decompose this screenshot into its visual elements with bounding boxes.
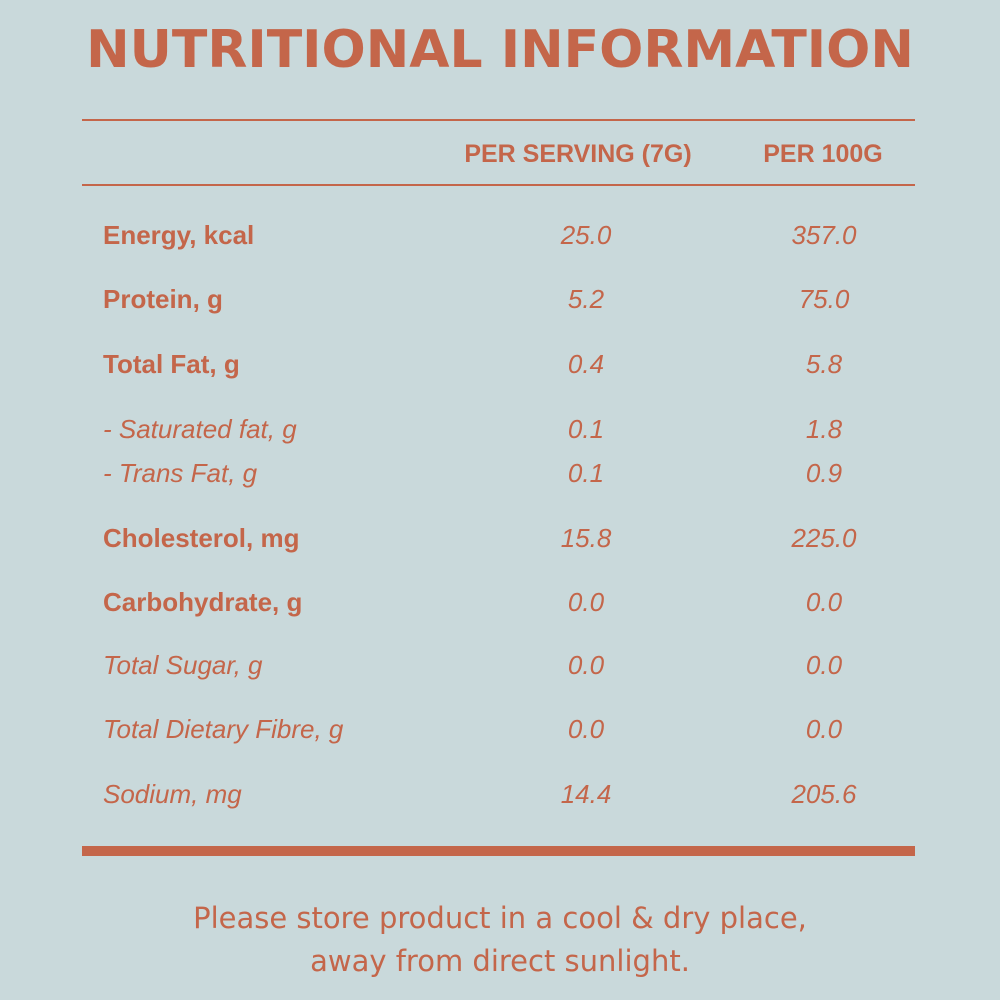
- header-divider-rule: [82, 184, 915, 186]
- nutrient-label: Total Dietary Fibre, g: [103, 714, 344, 744]
- nutrient-label: Sodium, mg: [103, 779, 242, 809]
- per-100g-value: 75.0: [798, 284, 850, 314]
- nutrient-label: Cholesterol, mg: [103, 523, 300, 553]
- table-row: - Saturated fat, g 0.1 1.8: [0, 411, 1000, 447]
- per-100g-value: 357.0: [791, 220, 857, 250]
- per-100g-value: 5.8: [805, 349, 843, 379]
- nutrient-label: Energy, kcal: [103, 220, 255, 250]
- table-row: Total Dietary Fibre, g 0.0 0.0: [0, 711, 1000, 747]
- table-row: Cholesterol, mg 15.8 225.0: [0, 520, 1000, 556]
- table-row: - Trans Fat, g 0.1 0.9: [0, 455, 1000, 491]
- per-serving-value: 0.4: [567, 349, 605, 379]
- per-serving-value: 0.0: [567, 587, 605, 617]
- per-100g-value: 0.0: [805, 714, 843, 744]
- per-100g-value: 1.8: [805, 414, 843, 444]
- per-serving-value: 5.2: [567, 284, 605, 314]
- column-header-per-100g: PER 100G: [763, 140, 883, 168]
- per-serving-value: 0.1: [567, 458, 605, 488]
- per-serving-value: 15.8: [560, 523, 612, 553]
- storage-note-line-1: Please store product in a cool & dry pla…: [193, 901, 807, 935]
- per-100g-value: 0.0: [805, 650, 843, 680]
- nutrient-label: - Trans Fat, g: [103, 458, 258, 488]
- table-row: Total Fat, g 0.4 5.8: [0, 346, 1000, 382]
- per-serving-value: 25.0: [560, 220, 612, 250]
- page-title: NUTRITIONAL INFORMATION: [86, 20, 914, 80]
- table-row: Protein, g 5.2 75.0: [0, 281, 1000, 317]
- table-row: Total Sugar, g 0.0 0.0: [0, 647, 1000, 683]
- table-row: Energy, kcal 25.0 357.0: [0, 217, 1000, 253]
- per-serving-value: 0.0: [567, 650, 605, 680]
- per-100g-value: 225.0: [791, 523, 857, 553]
- per-100g-value: 205.6: [791, 779, 857, 809]
- column-header-per-serving: PER SERVING (7G): [464, 140, 692, 168]
- nutrient-label: Total Fat, g: [103, 349, 240, 379]
- per-100g-value: 0.0: [805, 587, 843, 617]
- table-row: Carbohydrate, g 0.0 0.0: [0, 584, 1000, 620]
- per-serving-value: 0.0: [567, 714, 605, 744]
- table-bottom-rule: [82, 846, 915, 856]
- per-serving-value: 0.1: [567, 414, 605, 444]
- storage-note-line-2: away from direct sunlight.: [310, 944, 690, 978]
- table-top-rule: [82, 119, 915, 121]
- per-100g-value: 0.9: [805, 458, 843, 488]
- nutrient-label: Total Sugar, g: [103, 650, 263, 680]
- per-serving-value: 14.4: [560, 779, 612, 809]
- nutrient-label: Carbohydrate, g: [103, 587, 303, 617]
- nutrient-label: - Saturated fat, g: [103, 414, 297, 444]
- nutrient-label: Protein, g: [103, 284, 223, 314]
- table-row: Sodium, mg 14.4 205.6: [0, 776, 1000, 812]
